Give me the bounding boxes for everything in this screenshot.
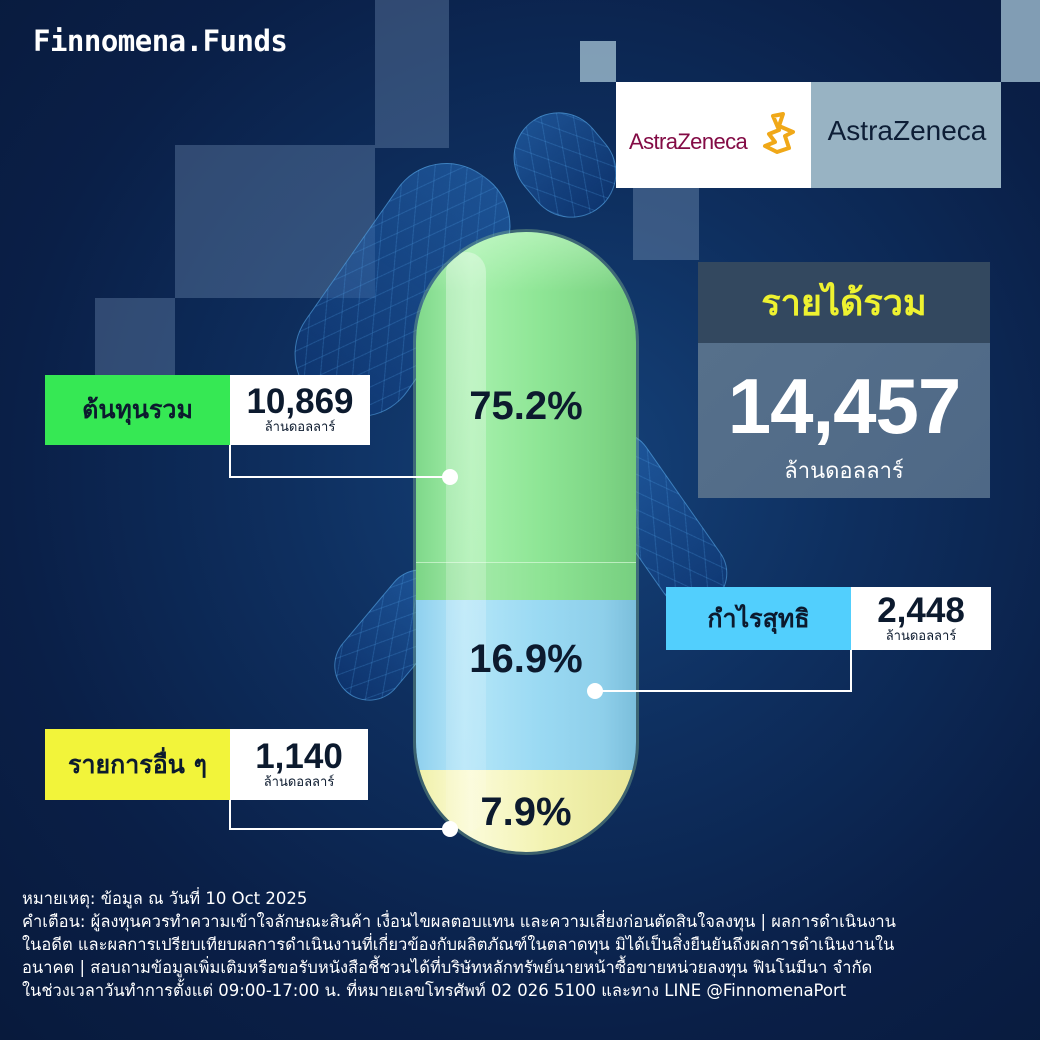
label-cost-unit: ล้านดอลลาร์ — [264, 420, 336, 435]
revenue-unit: ล้านดอลลาร์ — [784, 459, 904, 484]
label-other-value: 1,140 — [255, 736, 343, 776]
capsule-gloss — [446, 252, 486, 832]
revenue-value-box: 14,457 ล้านดอลลาร์ — [698, 343, 990, 498]
connector-line — [229, 800, 231, 830]
capsule-segment-cost — [416, 232, 636, 600]
label-profit-value: 2,448 — [877, 590, 965, 630]
revenue-title: รายได้รวม — [761, 283, 927, 324]
label-profit-value-box: 2,448 ล้านดอลลาร์ — [851, 587, 991, 650]
company-name: AstraZeneca — [827, 115, 987, 146]
label-other-unit: ล้านดอลลาร์ — [263, 774, 335, 790]
label-profit-unit: ล้านดอลลาร์ — [885, 628, 957, 644]
astrazeneca-mark-icon — [763, 112, 795, 154]
label-cost-value: 10,869 — [246, 382, 354, 421]
bg-square — [633, 188, 699, 260]
disclaimer: หมายเหตุ: ข้อมูล ณ วันที่ 10 Oct 2025 คำ… — [22, 887, 1022, 1002]
capsule-segment-other — [416, 770, 636, 852]
company-logo-text: AstraZeneca — [629, 129, 748, 154]
capsule-band — [416, 562, 636, 600]
bg-square — [1001, 0, 1040, 82]
label-cost: ต้นทุนรวม 10,869 ล้านดอลลาร์ — [45, 375, 370, 445]
revenue-title-box: รายได้รวม — [698, 262, 990, 343]
label-profit: กำไรสุทธิ 2,448 ล้านดอลลาร์ — [666, 587, 991, 650]
disclaimer-line: อนาคต | สอบถามข้อมูลเพิ่มเติมหรือขอรับหน… — [22, 958, 873, 977]
disclaimer-line: คำเตือน: ผู้ลงทุนควรทำความเข้าใจลักษณะสิ… — [22, 912, 896, 931]
capsule-chart: 75.2% 16.9% 7.9% — [416, 232, 636, 852]
pct-profit: 16.9% — [469, 637, 583, 681]
connector-line — [850, 650, 852, 692]
revenue-value: 14,457 — [727, 362, 962, 450]
company-logo-panel: AstraZeneca — [616, 82, 811, 188]
label-other: รายการอื่น ๆ 1,140 ล้านดอลลาร์ — [45, 729, 368, 800]
connector-line — [229, 476, 449, 478]
label-cost-value-box: 10,869 ล้านดอลลาร์ — [230, 375, 370, 445]
disclaimer-line: ในช่วงเวลาวันทำการตั้งแต่ 09:00-17:00 น.… — [22, 981, 847, 1000]
company-name-panel: AstraZeneca — [811, 82, 1001, 188]
pct-other: 7.9% — [480, 790, 572, 834]
label-profit-title: กำไรสุทธิ — [666, 587, 851, 650]
connector-line — [229, 828, 449, 830]
label-other-value-box: 1,140 ล้านดอลลาร์ — [230, 729, 368, 800]
label-other-title: รายการอื่น ๆ — [45, 729, 230, 800]
connector-dot — [442, 821, 458, 837]
connector-line — [595, 690, 852, 692]
note-line: หมายเหตุ: ข้อมูล ณ วันที่ 10 Oct 2025 — [22, 889, 308, 908]
wireframe-pill-decoration — [495, 93, 635, 237]
bg-square — [580, 41, 616, 82]
bg-square — [95, 298, 175, 375]
capsule-shine — [416, 232, 636, 292]
connector-dot — [587, 683, 603, 699]
label-cost-title: ต้นทุนรวม — [45, 375, 230, 445]
pct-cost: 75.2% — [469, 384, 583, 428]
brand-logo: Finnomena.Funds — [33, 24, 288, 58]
connector-dot — [442, 469, 458, 485]
disclaimer-line: ในอดีต และผลการเปรียบเทียบผลการดำเนินงาน… — [22, 935, 895, 954]
connector-line — [229, 445, 231, 478]
bg-square — [375, 0, 449, 148]
